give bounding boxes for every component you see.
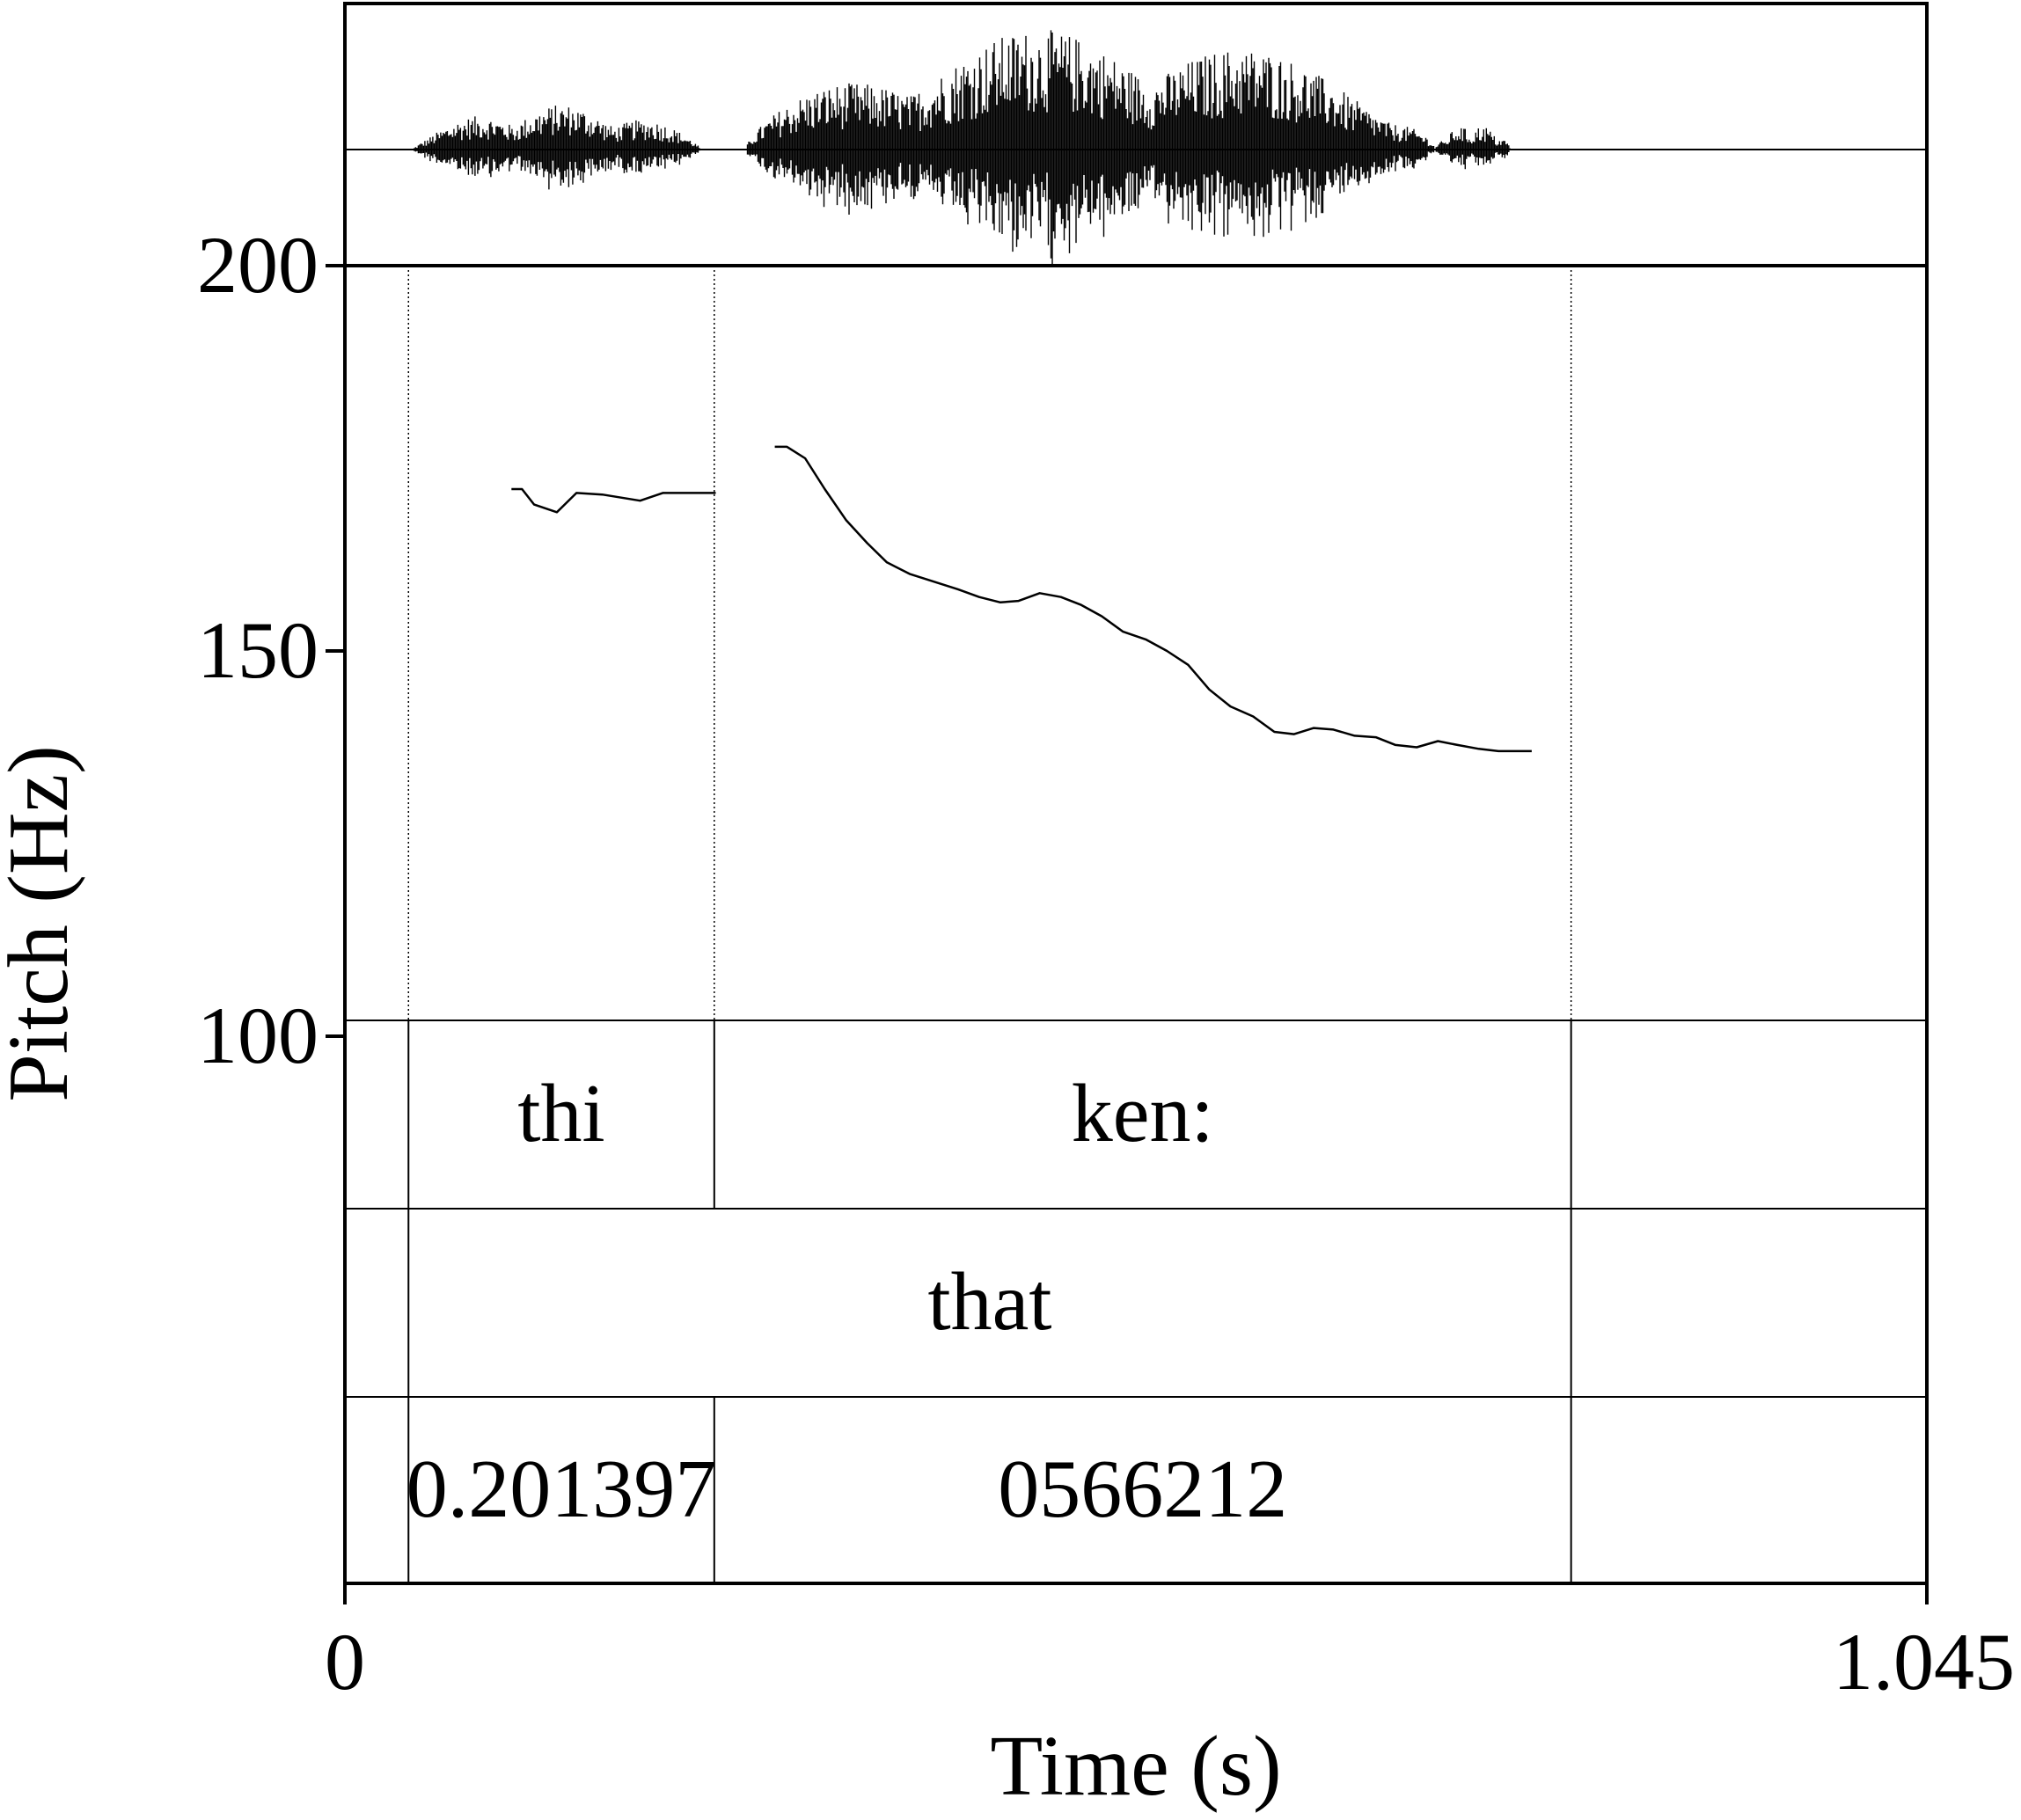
- axes: 100 150 200 0 1.045 Time (s) Pitch (Hz): [0, 220, 2015, 1814]
- interval-label: that: [928, 1256, 1052, 1348]
- y-tick-label: 200: [197, 220, 319, 310]
- interval-label: 0566212: [998, 1444, 1287, 1535]
- pitch-contour: [774, 445, 1532, 753]
- x-tick-label: 0: [325, 1617, 365, 1707]
- waveform-segment: [746, 30, 1435, 265]
- x-tick-label: 1.045: [1833, 1617, 2015, 1707]
- interval-label: 0.201397: [406, 1444, 717, 1535]
- waveform-segment: [1435, 128, 1511, 170]
- x-axis-label: Time (s): [990, 1719, 1281, 1814]
- waveform-panel: [343, 2, 1929, 267]
- interval-label: thi: [517, 1068, 604, 1159]
- interval-label: ken:: [1072, 1068, 1214, 1159]
- y-axis-label: Pitch (Hz): [0, 745, 86, 1102]
- textgrid-tiers: thi ken: that 0.201397 0566212: [345, 1020, 1927, 1583]
- waveform-segment: [414, 106, 700, 190]
- pitch-contour: [511, 487, 716, 514]
- plot-frame: [343, 264, 1929, 1585]
- y-tick-label: 150: [197, 605, 319, 695]
- pitch-panel: [407, 266, 1572, 1020]
- y-tick-label: 100: [197, 990, 319, 1080]
